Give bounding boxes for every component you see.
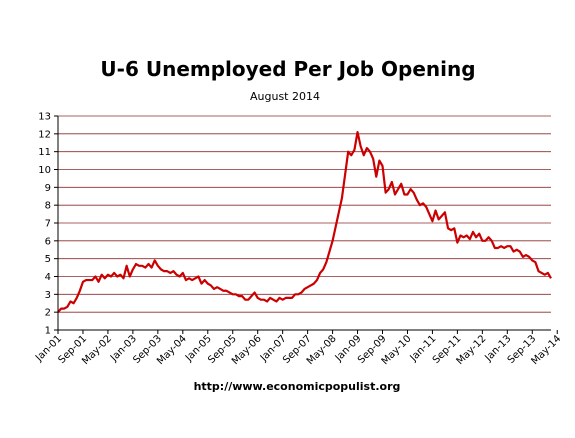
- y-tick-label: 8: [45, 201, 51, 212]
- series-line: [57, 130, 552, 313]
- grid-lines: [58, 115, 551, 313]
- y-tick-label: 10: [38, 165, 51, 176]
- y-tick-label: 3: [45, 290, 51, 301]
- y-tick-label: 5: [45, 254, 51, 265]
- y-tick-label: 7: [45, 219, 51, 230]
- series-layer: [57, 130, 552, 313]
- source-url: http://www.economicpopulist.org: [194, 380, 401, 393]
- y-tick-label: 4: [45, 272, 51, 283]
- chart-subtitle: August 2014: [250, 90, 320, 103]
- y-tick-label: 12: [38, 129, 51, 140]
- x-axis-ticks: Jan-01Sep-01May-02Jan-03Sep-03May-04Jan-…: [33, 330, 563, 367]
- y-tick-label: 2: [45, 308, 51, 319]
- y-tick-label: 6: [45, 236, 51, 247]
- y-tick-label: 13: [38, 112, 51, 123]
- y-tick-label: 11: [38, 147, 51, 158]
- chart-title: U-6 Unemployed Per Job Opening: [100, 57, 475, 81]
- y-tick-label: 1: [45, 326, 51, 337]
- y-tick-label: 9: [45, 183, 51, 194]
